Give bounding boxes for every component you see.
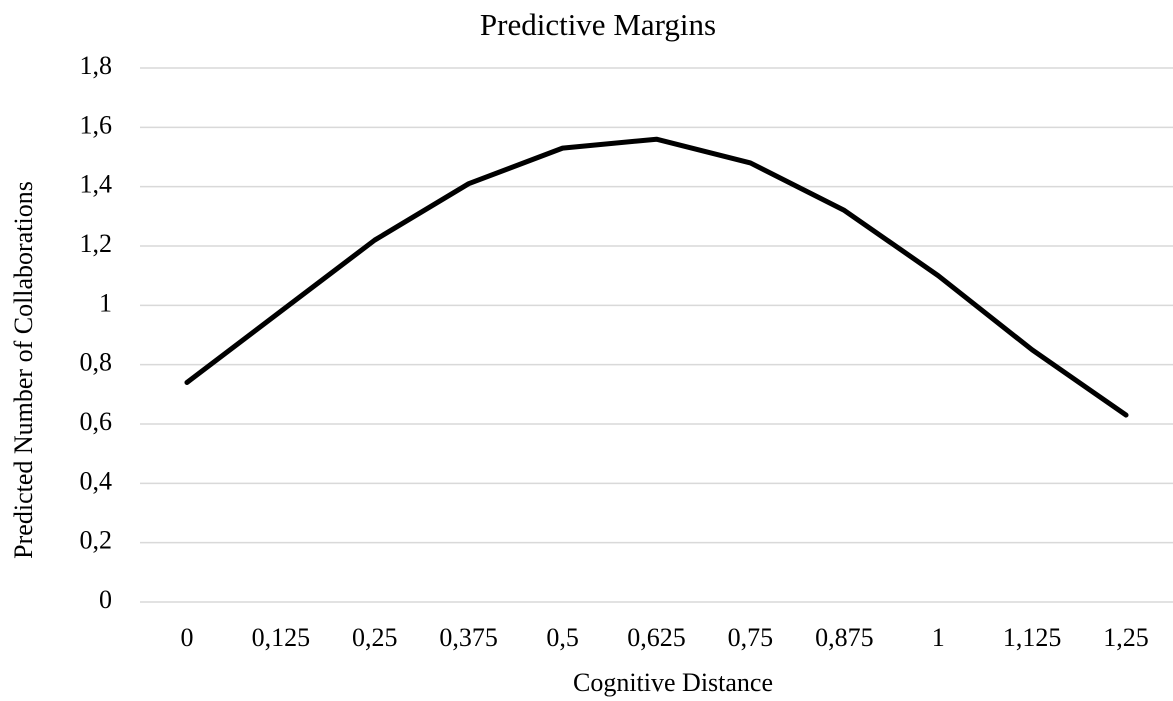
x-tick-label: 0 — [180, 623, 193, 652]
x-axis-label: Cognitive Distance — [573, 668, 773, 697]
x-tick-label: 0,375 — [439, 623, 498, 652]
x-tick-label: 0,125 — [252, 623, 311, 652]
y-tick-label: 0,2 — [80, 526, 113, 555]
y-tick-label: 1,4 — [80, 170, 113, 199]
y-tick-label: 1,6 — [80, 110, 113, 139]
y-tick-label: 1,2 — [80, 229, 113, 258]
y-tick-label: 0,6 — [80, 407, 113, 436]
line-series — [184, 136, 1129, 418]
y-tick-label: 0 — [99, 585, 112, 614]
y-tick-label: 0,4 — [80, 466, 113, 495]
x-tick-label: 1 — [932, 623, 945, 652]
x-tick-label: 1,25 — [1103, 623, 1149, 652]
y-tick-label: 0,8 — [80, 348, 113, 377]
chart-title: Predictive Margins — [480, 7, 716, 42]
x-tick-label: 0,75 — [728, 623, 774, 652]
y-axis-label: Predicted Number of Collaborations — [9, 181, 38, 559]
y-tick-label: 1 — [99, 288, 112, 317]
x-tick-label: 0,5 — [546, 623, 579, 652]
x-tick-label: 1,125 — [1003, 623, 1062, 652]
x-tick-label: 0,875 — [815, 623, 874, 652]
y-tick-label: 1,8 — [80, 51, 113, 80]
x-tick-label: 0,625 — [627, 623, 686, 652]
x-tick-label: 0,25 — [352, 623, 398, 652]
